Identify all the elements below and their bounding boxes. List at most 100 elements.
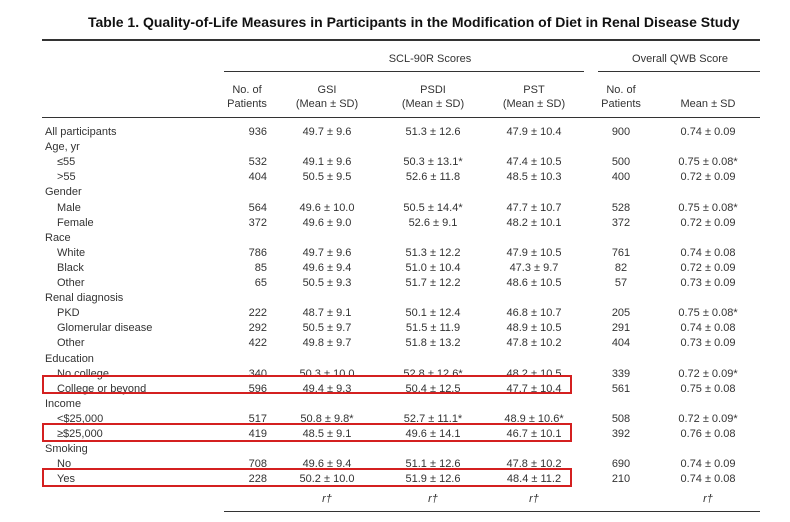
row-label: <$25,000 — [57, 413, 104, 425]
col-header-pst: PST (Mean ± SD) — [502, 84, 566, 110]
header-rule — [42, 117, 760, 118]
cell-psdi: 51.9 ± 12.6 — [405, 473, 461, 485]
cell-pst: 48.9 ± 10.6* — [504, 413, 564, 425]
row-label: Education — [45, 353, 94, 365]
cell-psdi: 49.6 ± 14.1 — [405, 428, 461, 440]
cell-gsi: 49.8 ± 9.7 — [302, 337, 352, 349]
highlight-smoking-row — [42, 468, 572, 487]
cell-pst: 48.2 ± 10.5 — [506, 368, 562, 380]
cell-patients: 786 — [248, 247, 267, 259]
row-label: Income — [45, 398, 82, 410]
cell-gsi: 48.5 ± 9.1 — [302, 428, 352, 440]
cell-qwb-patients: 900 — [611, 126, 631, 138]
cell-psdi: 51.1 ± 12.6 — [405, 458, 461, 470]
cell-psdi: 50.3 ± 13.1* — [403, 156, 463, 168]
cell-pst: 47.7 ± 10.7 — [506, 202, 562, 214]
col-header-psdi: PSDI (Mean ± SD) — [401, 84, 465, 110]
table-title: Table 1. Quality-of-Life Measures in Par… — [88, 14, 740, 30]
cell-patients: 372 — [248, 217, 267, 229]
cell-psdi: 52.7 ± 11.1* — [403, 413, 463, 425]
cell-qwb-mean: 0.76 ± 0.08 — [680, 428, 736, 440]
cell-qwb-patients: 392 — [611, 428, 631, 440]
cell-patients: 85 — [254, 262, 267, 274]
row-label: No — [57, 458, 72, 470]
cell-patients: 65 — [254, 277, 267, 289]
cell-qwb-patients: 404 — [611, 337, 631, 349]
cell-qwb-patients: 57 — [614, 277, 628, 289]
cell-qwb-patients: 528 — [611, 202, 631, 214]
cell-qwb-mean: 0.74 ± 0.09 — [680, 458, 736, 470]
row-label: Other — [57, 337, 85, 349]
row-label: Other — [57, 277, 85, 289]
cell-pst: 48.9 ± 10.5 — [506, 322, 562, 334]
cell-qwb-patients: 291 — [611, 322, 631, 334]
row-label: PKD — [57, 307, 80, 319]
cell-qwb-mean: 0.73 ± 0.09 — [680, 277, 736, 289]
row-label: White — [57, 247, 86, 259]
cell-gsi: 50.3 ± 10.0 — [299, 368, 355, 380]
cell-gsi: 50.8 ± 9.8* — [300, 413, 354, 425]
cell-qwb-patients: 82 — [614, 262, 628, 274]
row-label: Black — [57, 262, 84, 274]
highlight-college-row — [42, 375, 572, 394]
cell-psdi: 51.7 ± 12.2 — [405, 277, 461, 289]
row-label: Glomerular disease — [57, 322, 153, 334]
row-label: Gender — [45, 186, 82, 198]
cell-patients: 404 — [248, 171, 267, 183]
cell-patients: 222 — [248, 307, 267, 319]
row-label: Smoking — [45, 443, 88, 455]
cell-patients: 936 — [248, 126, 267, 138]
cell-pst: 48.6 ± 10.5 — [506, 277, 562, 289]
cell-qwb-mean: 0.74 ± 0.08 — [680, 322, 736, 334]
cell-psdi: 51.8 ± 13.2 — [405, 337, 461, 349]
row-label: ≤55 — [57, 156, 76, 168]
cell-psdi: 50.1 ± 12.4 — [405, 307, 461, 319]
cell-patients: 419 — [248, 428, 267, 440]
cell-gsi: 50.5 ± 9.5 — [302, 171, 352, 183]
qwb-group-header: Overall QWB Score — [632, 53, 728, 65]
cell-psdi: 52.8 ± 12.6* — [403, 368, 463, 380]
cell-pst: 46.7 ± 10.1 — [506, 428, 562, 440]
cell-qwb-mean: 0.72 ± 0.09 — [680, 217, 736, 229]
cell-patients: 708 — [248, 458, 267, 470]
cell-patients: 564 — [248, 202, 267, 214]
cell-gsi: 49.6 ± 9.4 — [302, 262, 352, 274]
bottom-rule — [224, 511, 760, 512]
cell-psdi: 52.6 ± 11.8 — [405, 171, 461, 183]
cell-qwb-patients: 761 — [611, 247, 631, 259]
cell-qwb-patients: 690 — [611, 458, 631, 470]
cell-qwb-mean: 0.75 ± 0.08* — [678, 156, 738, 168]
cell-qwb-patients: 500 — [611, 156, 631, 168]
cell-gsi: 49.6 ± 9.0 — [302, 217, 352, 229]
cell-psdi: 51.0 ± 10.4 — [405, 262, 461, 274]
cell-gsi: 49.7 ± 9.6 — [302, 126, 352, 138]
col-header-qwb-mean: Mean ± SD — [680, 98, 736, 110]
cell-gsi: 48.7 ± 9.1 — [302, 307, 352, 319]
cell-pst: 48.2 ± 10.1 — [506, 217, 562, 229]
cell-gsi: 49.1 ± 9.6 — [302, 156, 352, 168]
qwb-group-rule — [598, 71, 760, 72]
cell-qwb-mean: 0.73 ± 0.09 — [680, 337, 736, 349]
cell-gsi: 49.7 ± 9.6 — [302, 247, 352, 259]
cell-qwb-patients: 561 — [611, 383, 631, 395]
cell-qwb-mean: 0.72 ± 0.09* — [678, 413, 738, 425]
cell-qwb-patients: 372 — [611, 217, 631, 229]
cell-qwb-mean: 0.72 ± 0.09 — [680, 171, 736, 183]
cell-qwb-patients: 400 — [611, 171, 631, 183]
cell-pst: 47.9 ± 10.4 — [506, 126, 562, 138]
cell-pst: 47.8 ± 10.2 — [506, 337, 562, 349]
cell-gsi: 49.6 ± 10.0 — [299, 202, 355, 214]
col-header-patients: No. of Patients — [227, 84, 267, 110]
row-label: All participants — [45, 126, 117, 138]
cell-qwb-mean: 0.74 ± 0.08 — [680, 247, 736, 259]
scl-group-rule — [224, 71, 584, 72]
cell-qwb-mean: 0.75 ± 0.08* — [678, 202, 738, 214]
row-label: Renal diagnosis — [45, 292, 124, 304]
row-label: Female — [57, 217, 94, 229]
cell-pst: 47.4 ± 10.5 — [506, 156, 562, 168]
col-header-qwb-patients: No. of Patients — [601, 84, 641, 110]
footer-mark-qwb: r† — [703, 493, 713, 505]
row-label: >55 — [57, 171, 76, 183]
cell-qwb-patients: 339 — [611, 368, 631, 380]
cell-patients: 340 — [248, 368, 267, 380]
